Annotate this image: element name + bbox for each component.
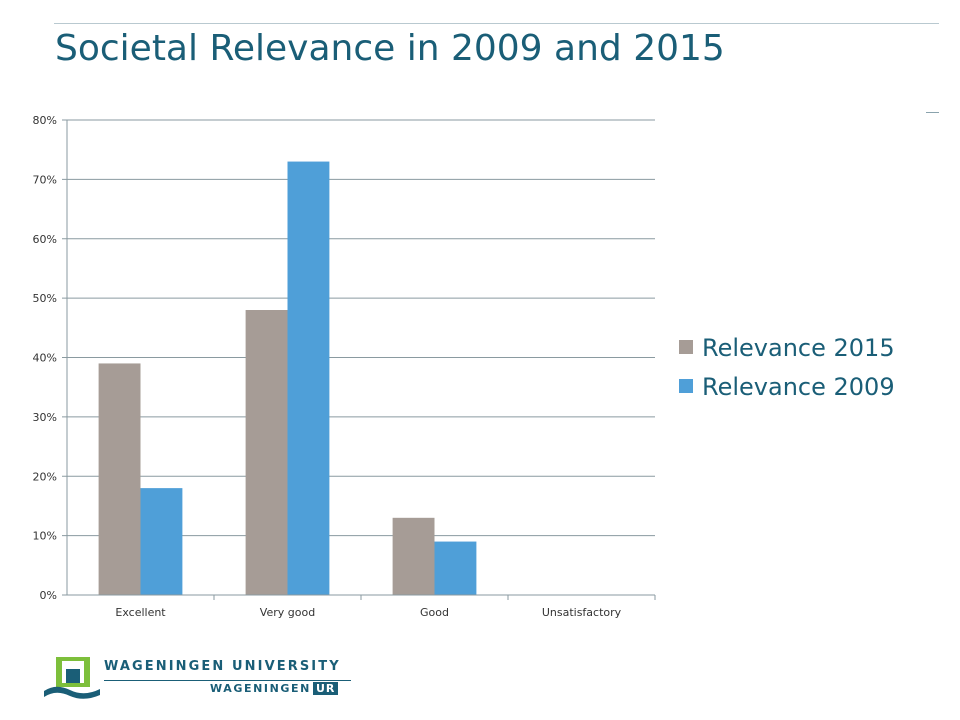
y-tick-label: 10%: [33, 530, 57, 543]
bar: [392, 517, 435, 595]
chart-axes: [62, 119, 656, 600]
x-tick-label: Excellent: [115, 606, 166, 619]
chart-legend: Relevance 2015 Relevance 2009: [679, 334, 895, 401]
bar: [98, 363, 141, 595]
x-tick-label: Very good: [260, 606, 315, 619]
bar: [140, 488, 183, 595]
title-divider: [54, 23, 939, 24]
y-tick-label: 40%: [33, 352, 57, 365]
page-title: Societal Relevance in 2009 and 2015: [55, 28, 725, 69]
bar: [287, 161, 330, 595]
legend-label: Relevance 2015: [702, 334, 895, 362]
logo-wageningen-text: WAGENINGEN: [210, 682, 311, 695]
footer-logo: WAGENINGEN UNIVERSITY WAGENINGEN UR: [42, 655, 362, 703]
x-tick-label: Good: [420, 606, 449, 619]
legend-label: Relevance 2009: [702, 373, 895, 401]
chart-bars: [98, 161, 477, 595]
bar-chart: 0% 10% 20% 30% 40% 50% 60% 70% 80% Excellent Very…: [33, 114, 895, 619]
bar: [245, 310, 288, 595]
wageningen-shield-icon: [44, 657, 100, 699]
logo-ur-badge: UR: [312, 682, 339, 695]
y-tick-label: 30%: [33, 411, 57, 424]
logo-wageningen-ur: WAGENINGEN UR: [210, 682, 339, 695]
y-tick-label: 60%: [33, 233, 57, 246]
chart-gridlines: [67, 119, 655, 537]
x-axis-tick-labels: Excellent Very good Good Unsatisfactory: [115, 606, 621, 619]
logo-divider: [104, 680, 351, 681]
y-tick-label: 70%: [33, 173, 57, 186]
x-tick-label: Unsatisfactory: [542, 606, 622, 619]
decorative-dash: [926, 112, 939, 113]
logo-university-name: WAGENINGEN UNIVERSITY: [104, 659, 341, 674]
y-tick-label: 80%: [33, 114, 57, 127]
y-tick-label: 20%: [33, 470, 57, 483]
y-tick-label: 50%: [33, 292, 57, 305]
legend-swatch: [679, 340, 693, 354]
legend-swatch: [679, 379, 693, 393]
y-tick-label: 0%: [40, 589, 57, 602]
y-axis-tick-labels: 0% 10% 20% 30% 40% 50% 60% 70% 80%: [33, 114, 57, 602]
bar: [434, 541, 477, 595]
